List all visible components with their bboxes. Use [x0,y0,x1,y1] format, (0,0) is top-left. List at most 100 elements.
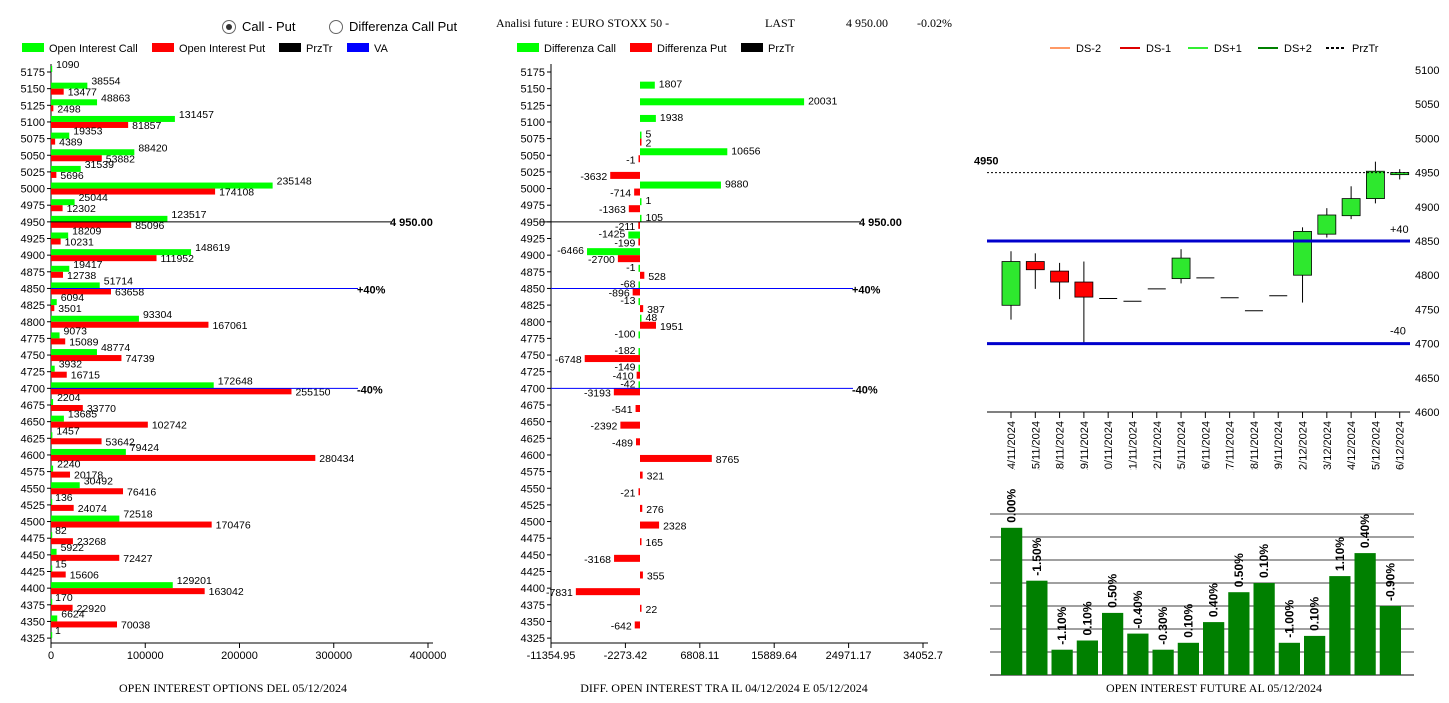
strike-label: 4350 [521,616,545,628]
call-value-label: 123517 [171,209,206,221]
put-value-label: 53642 [106,436,135,448]
put-bar [51,405,83,411]
diff-put-bar [640,454,712,462]
put-value-label: 53882 [106,153,135,165]
call-bar [51,82,88,89]
put-bar [51,321,209,328]
strike-label: 4850 [21,283,45,295]
diff-put-label: -3193 [584,387,611,399]
call-value-label: 82 [55,525,67,537]
diff-put-label: 528 [648,271,666,283]
put-value-label: 20178 [74,470,103,482]
chart-title: OPEN INTEREST FUTURE AL 05/12/2024 [1106,681,1322,695]
strike-label: 4450 [21,550,45,562]
radio-differenza[interactable]: Differenza Call Put [329,19,457,34]
strike-label: 4450 [521,550,545,562]
diff-call-label: 9880 [725,179,749,191]
legend-swatch [152,43,174,52]
call-value-label: 172648 [218,375,253,387]
oi-bar [1304,635,1326,675]
header-title: Analisi future : EURO STOXX 50 - [496,16,670,30]
strike-label: 4875 [521,267,545,279]
strike-label: 5175 [21,67,45,79]
diff-put-bar [640,571,643,579]
strike-label: 4700 [21,383,45,395]
legend-label: Differenza Put [657,43,727,55]
legend-label: DS+2 [1284,43,1312,55]
call-bar [51,249,192,256]
oi-bar [1102,612,1124,675]
call-value-label: 48774 [101,342,130,354]
x-tick-label: 300000 [315,650,352,662]
radio-call-put[interactable]: Call - Put [222,19,295,34]
diff-put-label: -211 [615,221,635,233]
x-tick-label: 200000 [221,650,258,662]
legend-swatch [630,43,652,52]
put-bar [51,88,64,95]
diff-put-label: -489 [612,437,633,449]
strike-label: 5025 [21,167,45,179]
diff-call-label: -182 [614,345,635,357]
oi-bar-label: 0.50% [1232,553,1246,587]
call-bar [51,132,70,139]
call-bar [51,482,80,489]
strike-label: 4575 [521,467,545,479]
call-value-label: 1 [55,625,61,637]
diff-call-bar [638,364,640,372]
put-value-label: 16715 [71,370,100,382]
candle-body [1317,214,1337,235]
put-bar [51,521,212,528]
diff-put-bar [635,405,640,412]
strike-label: 5025 [521,167,545,179]
diff-put-bar [628,205,640,213]
candle-body [1001,261,1021,306]
strike-label: 4650 [521,417,545,429]
diff-put-bar [613,388,640,396]
candle-body [1074,281,1094,298]
call-bar [51,448,126,455]
candle-body [1050,270,1069,283]
oi-bar-label: -1.00% [1282,599,1296,637]
strike-label: 4500 [521,517,545,529]
put-value-label: 3501 [58,303,82,315]
radio-call-put-label: Call - Put [242,19,296,34]
diff-call-bar [587,248,640,256]
put-value-label: 280434 [319,453,354,465]
date-label: 25/11/2024 [1176,421,1188,470]
call-bar [51,582,173,589]
date-label: 27/11/2024 [1225,421,1237,470]
put-bar [51,421,148,428]
candle-body [1341,198,1361,217]
legend-label: PrzTr [768,43,795,55]
put-value-label: 10231 [65,237,94,249]
call-value-label: 19353 [73,126,102,138]
oi-bar [1051,649,1073,675]
diff-call-label: 1938 [660,112,684,124]
minus-level-label: -40 [1390,326,1406,338]
oi-bar-label: 0.10% [1080,601,1094,635]
call-bar [51,615,58,622]
strike-label: 4775 [21,333,45,345]
strike-label: 4400 [21,583,45,595]
x-tick-label: -11354.95 [527,650,576,662]
oi-bar-label: 1.10% [1333,537,1347,571]
strike-label: 4675 [521,400,545,412]
strike-label: 4550 [521,483,545,495]
strike-label: 4800 [21,317,45,329]
legend-swatch [279,43,301,52]
oi-bar-label: 0.10% [1257,544,1271,578]
oi-bar [1278,642,1300,675]
legend-swatch [741,43,763,52]
diff-call-bar [640,131,642,139]
call-value-label: 170 [55,592,73,604]
strike-label: 4950 [21,217,45,229]
call-value-label: 131457 [179,109,214,121]
plus-line-label: +40% [357,284,386,296]
oi-bar [1127,633,1149,675]
put-bar [51,388,292,395]
put-value-label: 174108 [219,187,254,199]
diff-put-label: -6748 [555,354,582,366]
candle-body [1025,261,1045,271]
call-value-label: 25044 [79,192,108,204]
strike-label: 4650 [21,417,45,429]
